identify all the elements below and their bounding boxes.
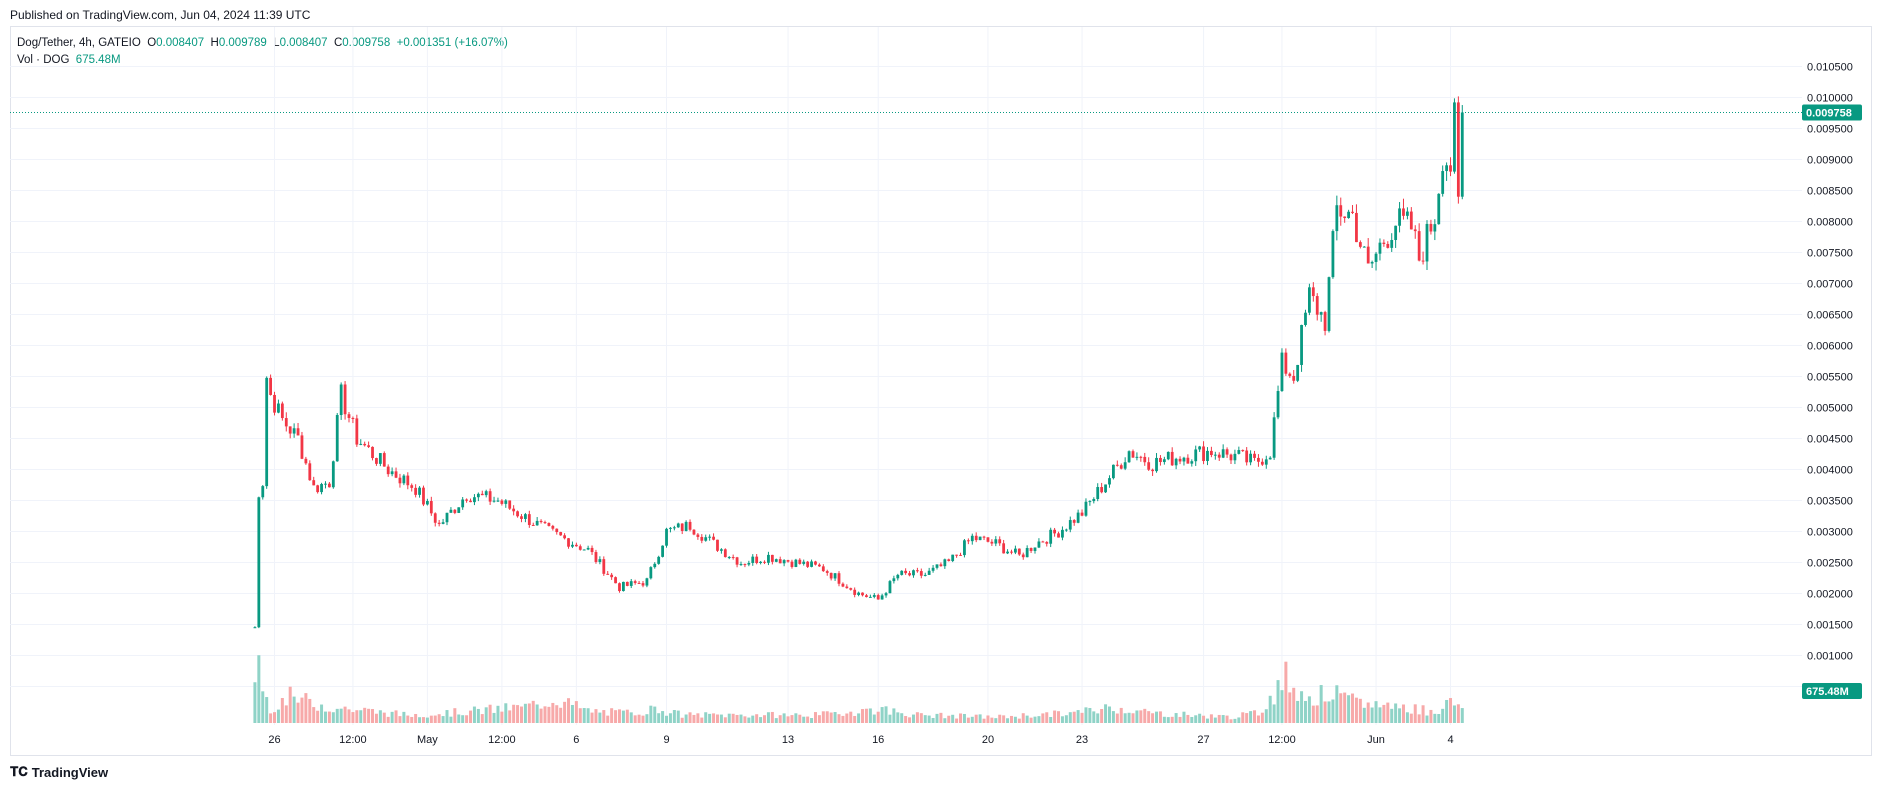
high-value: 0.009789 — [218, 37, 267, 49]
close-label: C — [333, 37, 343, 49]
brand-label: TradingView — [31, 764, 109, 780]
low-label: L — [273, 37, 280, 49]
high-label: H — [210, 37, 219, 49]
open-value: 0.008407 — [156, 37, 205, 49]
tradingview-logo-icon: 𝐓𝐂 — [10, 764, 28, 779]
chart-legend: Dog/Tether, 4h, GATEIO O0.008407 H0.0097… — [17, 35, 508, 69]
low-value: 0.008407 — [279, 37, 328, 49]
symbol-title[interactable]: Dog/Tether, 4h, GATEIO — [17, 37, 141, 49]
open-label: O — [147, 37, 157, 49]
volume-value: 675.48M — [75, 54, 121, 66]
volume-legend-row: Vol · DOG 675.48M — [17, 52, 508, 69]
volume-label[interactable]: Vol · DOG — [17, 54, 70, 66]
close-value: 0.009758 — [342, 37, 391, 49]
chart-frame[interactable] — [10, 26, 1872, 756]
published-caption: Published on TradingView.com, Jun 04, 20… — [10, 8, 311, 22]
ohlc-legend-row: Dog/Tether, 4h, GATEIO O0.008407 H0.0097… — [17, 35, 508, 52]
change-value: +0.001351 (+16.07%) — [396, 37, 508, 49]
tradingview-logo[interactable]: 𝐓𝐂 TradingView — [10, 764, 108, 780]
